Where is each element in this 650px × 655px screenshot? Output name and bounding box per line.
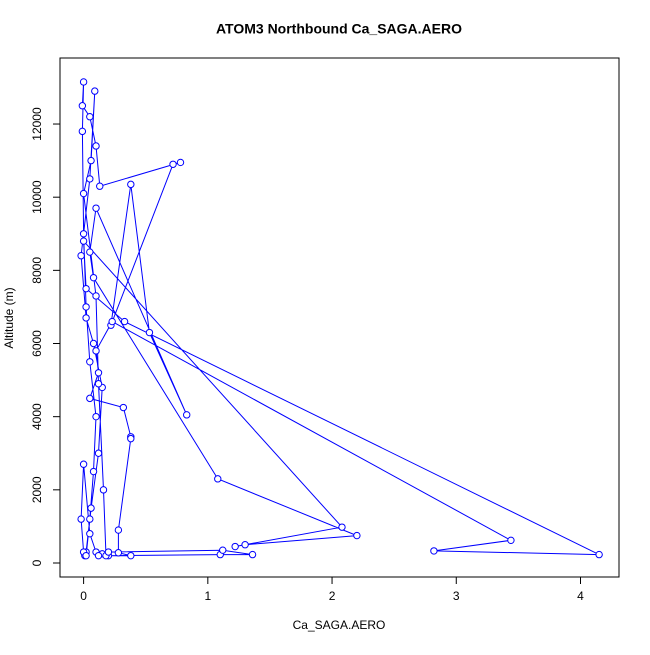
data-point <box>77 515 85 523</box>
data-point <box>176 158 185 167</box>
data-point <box>183 411 191 419</box>
data-point <box>86 175 94 183</box>
data-point <box>99 486 108 494</box>
data-point <box>104 548 113 556</box>
data-point <box>119 403 128 412</box>
data-point <box>82 303 90 311</box>
data-point <box>91 87 99 95</box>
y-axis-label: Altitude (m) <box>2 287 16 348</box>
plot-frame <box>59 57 620 578</box>
data-point <box>78 127 87 136</box>
data-point <box>430 547 438 555</box>
data-point <box>87 504 95 512</box>
data-point <box>94 551 103 560</box>
data-point <box>79 230 88 238</box>
data-point <box>127 434 135 443</box>
data-point <box>86 394 94 403</box>
data-point <box>114 526 123 534</box>
x-tick-label: 3 <box>453 589 460 603</box>
data-point <box>86 248 94 256</box>
x-tick-label: 2 <box>329 589 336 603</box>
data-point <box>89 467 98 476</box>
data-point <box>86 358 94 366</box>
data-point <box>89 273 98 282</box>
x-tick-label: 4 <box>577 589 584 603</box>
data-point <box>231 542 239 551</box>
data-point <box>338 523 346 531</box>
y-tick-label: 6000 <box>30 330 44 357</box>
x-tick-label: 0 <box>80 589 87 603</box>
x-tick-label: 1 <box>204 589 211 603</box>
data-point <box>79 237 88 245</box>
data-point <box>78 102 87 110</box>
y-tick-label: 8000 <box>30 257 44 284</box>
data-point <box>86 530 94 538</box>
data-point <box>353 531 361 540</box>
data-point <box>86 515 94 523</box>
data-point <box>79 189 88 198</box>
data-point <box>507 536 515 545</box>
data-point <box>94 369 103 377</box>
data-point <box>86 113 94 121</box>
data-point <box>82 314 90 322</box>
data-point <box>595 550 603 559</box>
data-point <box>127 180 135 189</box>
data-point <box>214 475 222 483</box>
x-axis-label: Ca_SAGA.AERO <box>293 618 386 632</box>
data-point <box>114 549 123 557</box>
data-point <box>127 551 135 560</box>
data-point <box>92 347 100 355</box>
data-point <box>94 449 103 457</box>
y-tick-label: 2000 <box>30 476 44 503</box>
data-point <box>82 284 90 293</box>
data-point <box>94 380 103 388</box>
data-point <box>108 317 116 326</box>
chart-title: ATOM3 Northbound Ca_SAGA.AERO <box>216 21 462 37</box>
data-point <box>169 160 177 168</box>
data-point <box>96 182 104 190</box>
data-point <box>92 292 100 300</box>
data-point <box>77 252 85 260</box>
y-tick-label: 0 <box>30 559 44 566</box>
data-point <box>219 546 227 554</box>
data-point <box>248 550 257 559</box>
y-tick-label: 12000 <box>30 107 44 141</box>
data-point <box>79 78 88 86</box>
data-point <box>87 156 95 165</box>
data-point <box>82 551 90 560</box>
data-point <box>92 142 100 150</box>
y-tick-label: 4000 <box>30 403 44 430</box>
y-tick-label: 10000 <box>30 180 44 214</box>
data-point <box>145 328 154 337</box>
data-point <box>120 317 129 326</box>
data-point <box>79 460 88 468</box>
data-point <box>241 540 249 549</box>
data-point <box>89 339 98 348</box>
data-point <box>92 412 100 421</box>
data-point <box>92 204 100 212</box>
